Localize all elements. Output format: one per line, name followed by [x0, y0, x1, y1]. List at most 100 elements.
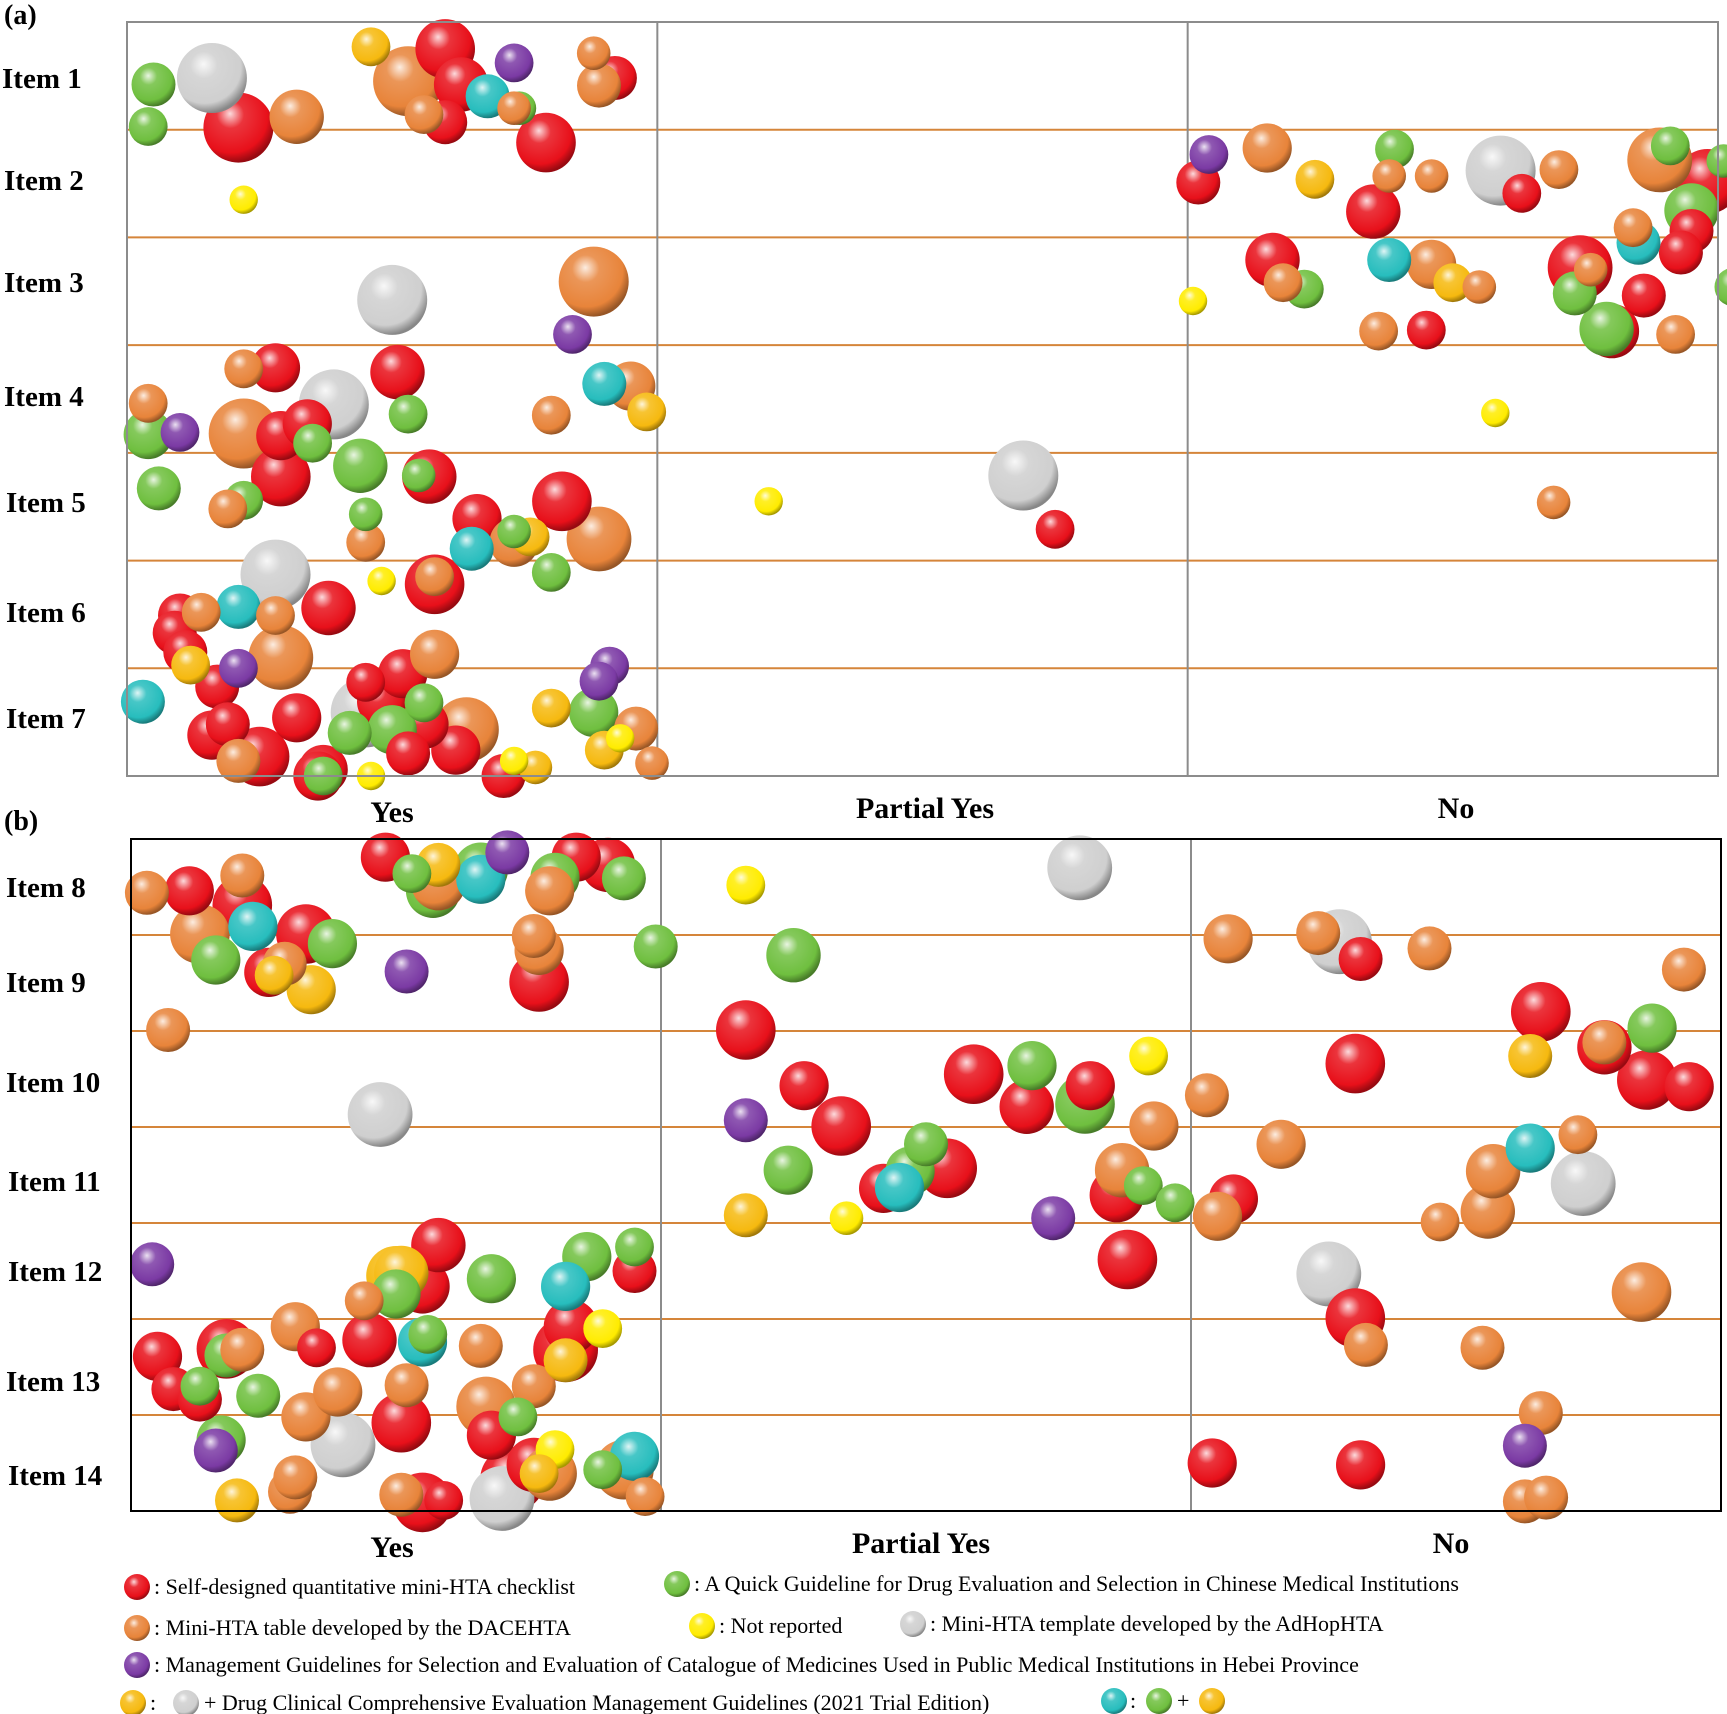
bubble-green	[123, 409, 173, 460]
bubble-orange	[625, 1477, 665, 1516]
bubble-red	[716, 1000, 776, 1060]
bubble-gold	[543, 1338, 588, 1383]
legend-marker-green	[1146, 1688, 1172, 1714]
bubble-gold	[723, 1193, 768, 1238]
bubble-orange	[1296, 911, 1341, 956]
legend-text: + Drug Clinical Comprehensive Evaluation…	[204, 1690, 989, 1714]
bubble-green	[904, 1122, 948, 1167]
legend-text: :	[1130, 1688, 1136, 1713]
bubble-orange	[1582, 1020, 1627, 1065]
bubble-orange	[208, 398, 279, 469]
bubble-red	[532, 471, 592, 532]
bubble-green	[1123, 1166, 1163, 1205]
bubble-gold	[627, 392, 667, 432]
item-label: Item 8	[6, 872, 86, 904]
bubble-orange	[1359, 311, 1398, 351]
bubble-green	[404, 683, 444, 723]
bubble-orange	[1256, 1119, 1306, 1169]
bubble-purple	[193, 1428, 238, 1473]
bubble-gold	[1433, 263, 1473, 303]
bubble-purple	[130, 1242, 175, 1287]
bubble-green	[392, 854, 432, 893]
bubble-gray	[176, 43, 247, 113]
bubble-red	[516, 112, 576, 173]
bubble-red	[1338, 937, 1383, 981]
bubble-red	[1187, 1438, 1237, 1488]
bubble-red	[1097, 1229, 1158, 1290]
bubble-red	[999, 1079, 1054, 1135]
legend: : Self-designed quantitative mini-HTA ch…	[120, 1571, 1459, 1714]
item-label: Item 14	[8, 1460, 102, 1492]
panel-a-frame	[126, 21, 1719, 777]
bubble-red	[164, 866, 214, 916]
bubble-green	[1714, 268, 1727, 306]
legend-text: : Mini-HTA template developed by the AdH…	[930, 1611, 1384, 1636]
bubble-gray	[347, 1082, 413, 1147]
item-label: Item 5	[6, 487, 86, 519]
bubble-orange	[1518, 1391, 1563, 1436]
bubble-red	[371, 1392, 432, 1453]
bubble-orange	[531, 395, 571, 435]
panel-a-label: (a)	[4, 0, 37, 31]
bubble-teal	[609, 1431, 660, 1481]
bubble-teal	[216, 584, 261, 629]
legend-text: : Mini-HTA table developed by the DACEHT…	[154, 1615, 571, 1640]
bubble-orange	[1407, 926, 1452, 971]
bubble-red	[250, 446, 311, 507]
bubble-orange	[1539, 150, 1579, 190]
item-label: Item 6	[6, 597, 86, 629]
bubble-orange	[558, 246, 629, 317]
bubble-red	[1346, 184, 1401, 239]
panel-b-label: (b)	[4, 806, 38, 837]
bubble-orange	[525, 866, 575, 916]
bubble-orange	[1420, 1202, 1460, 1242]
bubble-orange	[577, 63, 621, 108]
bubble-orange	[410, 629, 460, 679]
bubble-green	[498, 1397, 538, 1437]
bubble-orange	[146, 1008, 191, 1052]
bubble-gray	[1550, 1151, 1616, 1216]
legend-marker-red	[124, 1574, 150, 1600]
bubble-orange	[566, 506, 632, 572]
bubble-orange	[1613, 208, 1653, 248]
bubble-red	[205, 702, 250, 747]
bubble-red	[1658, 230, 1703, 275]
bubble-green	[307, 919, 357, 969]
category-label-no: No	[1438, 792, 1475, 825]
bubble-green	[569, 687, 619, 738]
legend-text: : A Quick Guideline for Drug Evaluation …	[694, 1571, 1459, 1596]
panel-a: (a) Item 1 Item 2 Item 3 Item 4 Item 5 I…	[2, 0, 1727, 829]
item-label: Item 9	[6, 967, 86, 999]
bubble-orange	[224, 349, 264, 389]
category-label-partial-yes: Partial Yes	[852, 1527, 990, 1560]
bubble-purple	[485, 830, 530, 875]
bubble-orange	[511, 914, 556, 958]
bubble-orange	[458, 1323, 503, 1368]
bubble-green	[388, 394, 428, 434]
bubble-purple	[384, 949, 429, 994]
bubble-red	[342, 1312, 397, 1368]
bubble-green	[633, 924, 678, 969]
bubble-orange	[1184, 1073, 1229, 1118]
bubble-green	[191, 935, 241, 985]
bubble-orange	[576, 36, 611, 70]
bubble-red	[779, 1061, 829, 1111]
legend-marker-yellow	[689, 1613, 715, 1639]
bubble-green	[136, 466, 181, 511]
bubble-gold	[254, 955, 294, 995]
bubble-orange	[497, 91, 531, 125]
bubble-red	[1511, 982, 1571, 1042]
bubble-orange	[1536, 485, 1571, 520]
legend-marker-purple	[124, 1652, 150, 1678]
bubble-gray	[988, 440, 1059, 511]
legend-text: : Not reported	[719, 1613, 842, 1638]
bubble-yellow	[367, 566, 396, 596]
bubble-red	[1406, 310, 1446, 350]
item-label: Item 2	[4, 165, 84, 197]
category-label-partial-yes: Partial Yes	[856, 792, 994, 825]
bubble-red	[1065, 1061, 1115, 1111]
bubble-teal	[1505, 1123, 1555, 1173]
bubble-orange	[379, 1472, 424, 1517]
bubble-purple	[1502, 1423, 1547, 1468]
bubble-orange	[635, 746, 669, 780]
